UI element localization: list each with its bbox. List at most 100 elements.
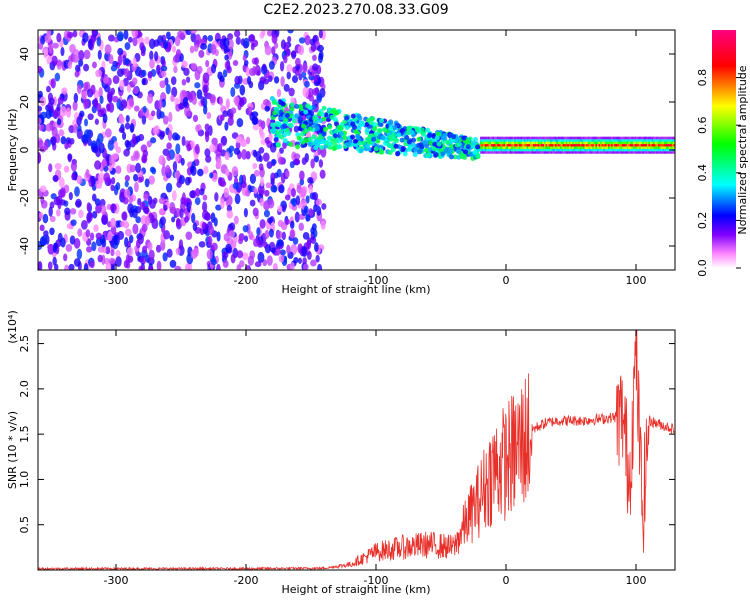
spectrogram-cell — [49, 227, 55, 236]
spectrogram-cell — [523, 146, 526, 149]
spectrogram-cell — [615, 143, 618, 147]
spectrogram-cell — [337, 144, 343, 150]
spectrogram-cell — [371, 136, 377, 142]
spectrogram-cell — [545, 136, 548, 140]
spectrogram-cell — [314, 126, 320, 132]
spectrogram-cell — [528, 143, 531, 147]
spectrogram-cell — [326, 135, 332, 141]
spectrogram-cell — [651, 143, 654, 147]
spectrogram-cell — [492, 148, 495, 152]
spectrogram-cell — [504, 139, 507, 142]
spectrogram-cell — [289, 261, 295, 270]
spectrogram-cell — [558, 139, 560, 142]
spectrogram-cell — [511, 143, 514, 147]
spectrogram-cell — [542, 148, 545, 152]
spectrogram-cell — [268, 228, 274, 238]
spectrogram-cell — [103, 76, 109, 84]
spectrogram-cell — [303, 205, 309, 214]
spectrogram-cell — [166, 142, 172, 150]
spectrogram-cell — [554, 146, 557, 149]
spectrogram-cell — [98, 142, 105, 154]
spectrogram-cell — [620, 139, 623, 142]
spectrogram-cell — [606, 151, 609, 154]
spectrogram-cell — [597, 146, 599, 149]
spectrogram-cell — [205, 131, 210, 143]
spectrogram-cell — [465, 144, 471, 150]
spectrogram-cell — [271, 247, 276, 254]
spectrogram-cell — [90, 175, 95, 187]
spectrogram-cell — [584, 143, 587, 147]
spectrogram-cell — [486, 151, 489, 154]
spectrogram-cell — [547, 139, 549, 142]
spectrogram-cell — [90, 84, 96, 95]
spectrogram-cell — [495, 143, 498, 147]
spectrogram-cell — [370, 116, 376, 122]
spectrogram-cell — [584, 148, 587, 152]
spectrogram-cell — [287, 35, 292, 43]
spectrogram-cell — [668, 143, 671, 147]
spectrogram-cell — [302, 257, 307, 266]
spectrogram-cell — [239, 84, 246, 96]
spectrogram-cell — [139, 42, 145, 51]
spectrogram-cell — [517, 141, 520, 145]
spectrogram-cell — [604, 136, 607, 140]
spectrogram-cell — [297, 45, 305, 56]
spectrogram-cell — [181, 90, 188, 98]
spectrogram-cell — [595, 146, 598, 149]
spectrogram-cell — [82, 32, 89, 43]
spectrogram-cell — [501, 143, 504, 147]
colorbar-label: Normalized spectral amplitude — [736, 65, 749, 234]
spectrogram-cell — [671, 151, 674, 154]
spectrogram-cell — [149, 58, 155, 69]
spectrogram-cell — [589, 146, 592, 149]
spectrogram-cell — [657, 136, 660, 140]
spectrogram-cell — [151, 110, 156, 117]
spectrogram-cell — [124, 68, 130, 78]
spectrogram-cell — [564, 139, 567, 142]
spectrogram-cell — [483, 148, 486, 152]
spectrogram-cell — [586, 151, 588, 154]
spectrogram-cell — [392, 125, 398, 131]
spectrogram-cell — [106, 103, 111, 112]
spectrogram-cell — [660, 141, 663, 145]
spectrogram-cell — [64, 264, 70, 270]
spectrogram-cell — [636, 143, 638, 147]
spectrogram-cell — [631, 146, 634, 149]
spectrogram-cell — [632, 141, 635, 145]
spectrogram-cell — [67, 60, 73, 70]
spectrogram-cell — [294, 211, 300, 223]
spectrogram-cell — [316, 44, 324, 52]
spectrogram-cell — [194, 143, 200, 155]
spectrogram-cell — [623, 143, 626, 147]
spectrogram-cell — [643, 141, 646, 145]
spectrogram-cell — [512, 139, 515, 142]
spectrogram-cell — [640, 151, 643, 154]
spectrogram-cell — [256, 227, 261, 236]
spectrogram-cell — [607, 151, 610, 154]
spectrogram-cell — [618, 151, 621, 154]
spectrogram-cell — [412, 152, 418, 158]
spectrogram-cell — [529, 148, 532, 152]
spectrogram-cell — [520, 143, 523, 147]
spectrogram-cell — [614, 151, 617, 154]
spectrogram-cell — [501, 136, 504, 140]
spectrogram-cell — [528, 148, 531, 152]
snr-xtick-label: -200 — [234, 574, 259, 587]
spectrogram-cell — [448, 147, 454, 153]
spectrogram-cell — [358, 148, 364, 154]
spectrogram-cell — [483, 141, 486, 145]
spectrogram-cell — [375, 138, 381, 144]
spectrogram-cell — [575, 146, 578, 149]
spectrogram-cell — [523, 148, 526, 152]
spectrogram-cell — [94, 160, 102, 170]
spectrogram-cell — [490, 146, 493, 149]
spectrogram-cell — [534, 139, 537, 142]
spectrogram-cell — [523, 139, 526, 142]
spectrogram-cell — [660, 139, 663, 142]
spectrogram-cell — [648, 148, 651, 152]
spectrogram-cell — [307, 126, 313, 132]
spectrogram-cell — [414, 126, 420, 132]
spectrogram-cell — [110, 203, 117, 212]
spectrogram-cell — [86, 212, 93, 223]
spectrogram-cell — [533, 143, 535, 147]
